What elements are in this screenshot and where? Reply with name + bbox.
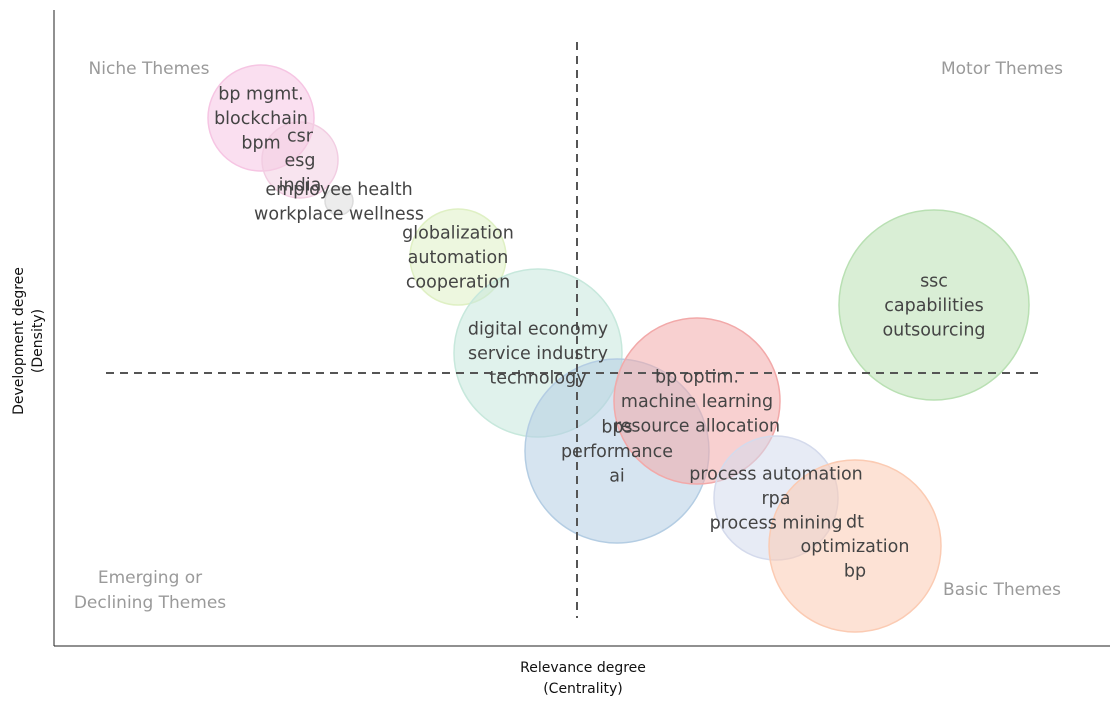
y-axis-title-line-1: (Density)	[30, 309, 46, 373]
bubble-label-7-line-2: process mining	[710, 514, 843, 534]
bubble-label-5-line-1: performance	[561, 442, 673, 462]
bubble-label-6-line-1: machine learning	[621, 392, 773, 412]
bubble-label-5: bps performance ai	[561, 418, 673, 487]
bubble-label-7: process automation rpa process mining	[689, 465, 863, 534]
bubble-6	[613, 317, 781, 485]
bubble-label-0-line-2: bpm	[241, 134, 280, 154]
bubble-label-6-line-2: resource allocation	[614, 417, 780, 437]
bubble-label-8: dt optimization bp	[801, 513, 910, 582]
bubble-label-0: bp mgmt. blockchain bpm	[214, 85, 308, 154]
emerging-declining-themes-label-line-1: Declining Themes	[74, 593, 226, 613]
x-axis-title: Relevance degree (Centrality)	[520, 660, 646, 697]
bubble-label-8-line-2: bp	[844, 562, 866, 582]
y-axis-title-line-0: Development degree	[11, 267, 27, 415]
bubble-9	[838, 209, 1030, 401]
bubble-label-2: employee health workplace wellness	[254, 180, 424, 225]
bubble-3	[409, 208, 507, 306]
bubble-label-5-line-2: ai	[609, 467, 625, 487]
bubble-8	[768, 459, 942, 633]
motor-themes-label: Motor Themes	[941, 59, 1063, 79]
emerging-declining-themes-label: Emerging or Declining Themes	[74, 568, 226, 613]
emerging-declining-themes-label-line-0: Emerging or	[98, 568, 202, 588]
bubble-label-0-line-0: bp mgmt.	[218, 85, 303, 105]
niche-themes-label: Niche Themes	[89, 59, 210, 79]
bubble-label-3-line-2: cooperation	[406, 273, 510, 293]
bubble-label-9: ssc capabilities outsourcing	[882, 272, 985, 341]
bubble-label-3-line-1: automation	[408, 248, 509, 268]
x-axis-title-line-0: Relevance degree	[520, 660, 646, 676]
niche-themes-label-line-0: Niche Themes	[89, 59, 210, 79]
bubble-label-3-line-0: globalization	[402, 224, 514, 244]
bubble-1	[261, 121, 339, 199]
bubble-label-8-line-0: dt	[846, 513, 864, 533]
bubble-label-1-line-0: csr	[287, 127, 314, 147]
bubble-label-9-line-2: outsourcing	[882, 321, 985, 341]
bubble-label-9-line-0: ssc	[920, 272, 948, 292]
bubble-label-5-line-0: bps	[601, 418, 632, 438]
bubble-label-3: globalization automation cooperation	[402, 224, 514, 293]
bubble-label-6-line-0: bp optim.	[655, 368, 739, 388]
y-axis-title: Development degree (Density)	[11, 267, 46, 415]
bubble-label-2-line-0: employee health	[265, 180, 412, 200]
bubble-label-7-line-0: process automation	[689, 465, 863, 485]
bubble-label-4: digital economy service industry technolog…	[468, 320, 608, 389]
bubble-label-1: csr esg india	[279, 127, 322, 196]
bubble-layer	[207, 64, 1030, 633]
bubble-label-0-line-1: blockchain	[214, 109, 308, 129]
basic-themes-label: Basic Themes	[943, 580, 1061, 600]
basic-themes-label-line-0: Basic Themes	[943, 580, 1061, 600]
bubble-2	[324, 186, 354, 216]
bubble-label-8-line-1: optimization	[801, 537, 910, 557]
bubble-label-4-line-0: digital economy	[468, 320, 608, 340]
bubble-label-layer: bp mgmt. blockchain bpm csr esg indiaemployee…	[214, 85, 985, 582]
bubble-label-1-line-1: esg	[285, 151, 316, 171]
bubble-label-6: bp optim. machine learning resource alloca…	[614, 368, 780, 437]
axes-layer: Niche Themes Motor Themes Emerging or Decli…	[11, 10, 1110, 697]
bubble-label-1-line-2: india	[279, 176, 322, 196]
x-axis-title-line-1: (Centrality)	[543, 681, 623, 697]
bubble-label-9-line-1: capabilities	[884, 296, 983, 316]
motor-themes-label-line-0: Motor Themes	[941, 59, 1063, 79]
bubble-label-2-line-1: workplace wellness	[254, 204, 424, 224]
bubble-label-4-line-1: service industry	[468, 344, 608, 364]
bubble-label-7-line-1: rpa	[761, 489, 790, 509]
bubble-label-4-line-2: technology	[489, 369, 586, 389]
